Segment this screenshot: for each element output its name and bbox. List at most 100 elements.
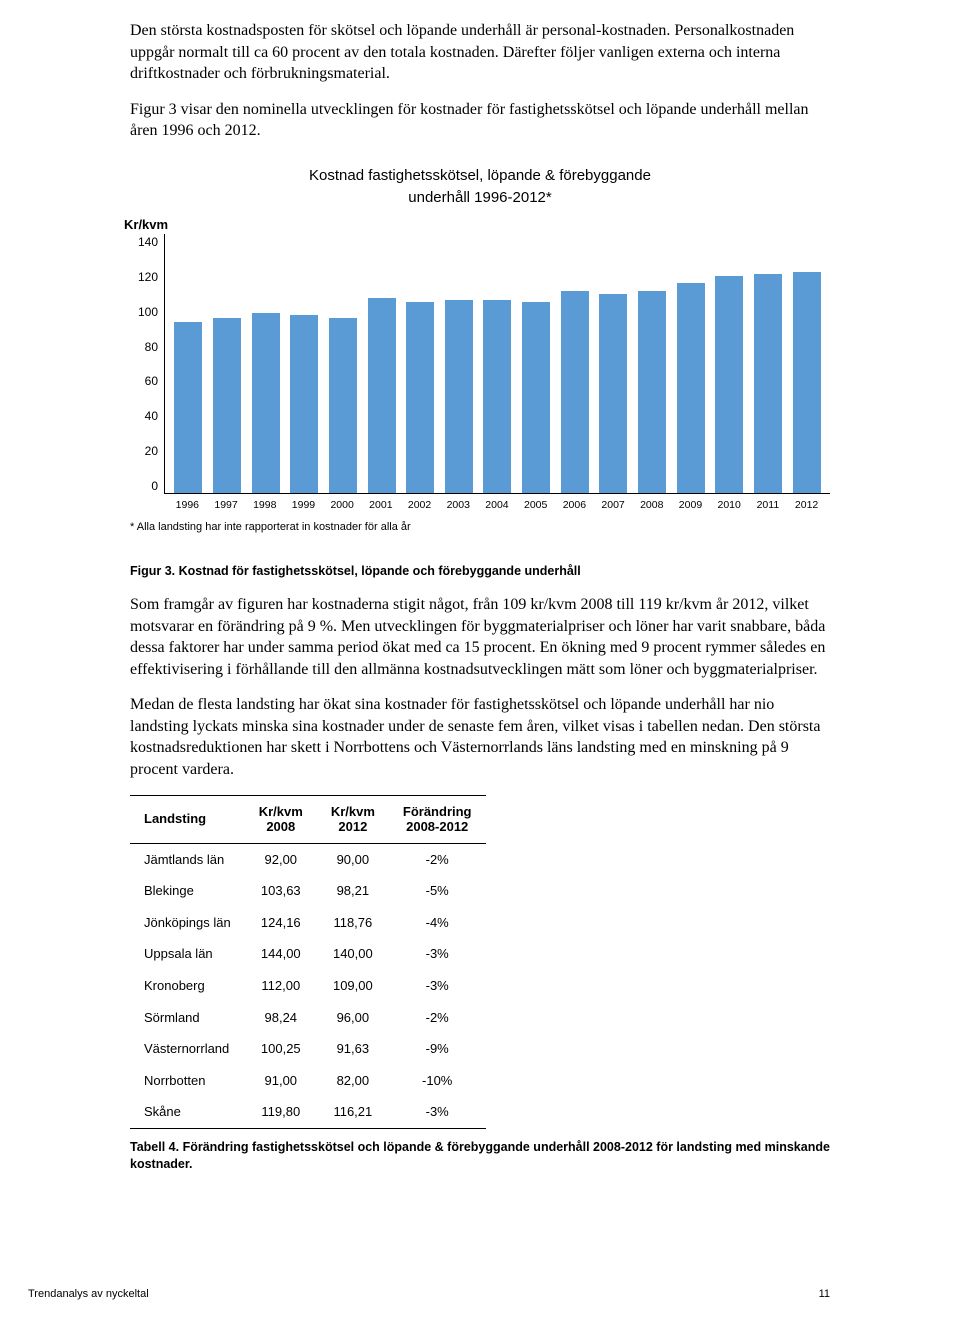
bar [483,300,511,493]
th-2008: Kr/kvm2008 [245,795,317,843]
table-cell: -2% [389,1002,486,1034]
table-cell: Skåne [130,1096,245,1128]
table-row: Uppsala län144,00140,00-3% [130,938,486,970]
table-row: Västernorrland100,2591,63-9% [130,1033,486,1065]
x-tick: 2009 [676,498,704,512]
y-axis-label: Kr/kvm [124,216,164,234]
table-row: Skåne119,80116,21-3% [130,1096,486,1128]
x-tick: 1997 [212,498,240,512]
bar [561,291,589,493]
y-tick: 80 [145,339,158,355]
th-landsting: Landsting [130,795,245,843]
table-cell: 91,00 [245,1065,317,1097]
table-cell: 144,00 [245,938,317,970]
table-cell: -3% [389,1096,486,1128]
x-tick: 1996 [173,498,201,512]
y-tick: 120 [138,269,158,285]
table-cell: -3% [389,938,486,970]
chart-plot-wrap: 140 120 100 80 60 40 20 0 [130,234,830,494]
x-tick: 2011 [754,498,782,512]
bar [677,283,705,493]
table-cell: 124,16 [245,907,317,939]
table-body: Jämtlands län92,0090,00-2%Blekinge103,63… [130,843,486,1128]
table-row: Jönköpings län124,16118,76-4% [130,907,486,939]
table-cell: 98,24 [245,1002,317,1034]
x-tick: 2010 [715,498,743,512]
x-tick: 2007 [599,498,627,512]
bar [599,294,627,493]
y-tick: 100 [138,304,158,320]
bar [522,302,550,493]
x-tick: 2004 [483,498,511,512]
y-tick: 40 [145,408,158,424]
footer-right: 11 [819,1287,830,1302]
table-cell: 90,00 [317,843,389,875]
table-header-row: Landsting Kr/kvm2008 Kr/kvm2012 Förändri… [130,795,486,843]
bar [368,298,396,493]
table-row: Jämtlands län92,0090,00-2% [130,843,486,875]
table-cell: 116,21 [317,1096,389,1128]
table-cell: -5% [389,875,486,907]
chart-title-line1: Kostnad fastighetsskötsel, löpande & för… [130,166,830,186]
bar [445,300,473,493]
x-tick: 2008 [638,498,666,512]
bar [793,272,821,493]
y-tick: 0 [151,478,158,494]
cost-table: Landsting Kr/kvm2008 Kr/kvm2012 Förändri… [130,795,486,1129]
paragraph-1: Den största kostnadsposten för skötsel o… [130,20,830,85]
table-row: Sörmland98,2496,00-2% [130,1002,486,1034]
table-cell: Blekinge [130,875,245,907]
table-cell: -10% [389,1065,486,1097]
bar [406,302,434,493]
paragraph-2: Figur 3 visar den nominella utvecklingen… [130,99,830,142]
x-tick: 2001 [367,498,395,512]
bar [213,318,241,493]
bar [290,315,318,493]
bar [715,276,743,493]
x-tick: 2012 [793,498,821,512]
table-cell: 118,76 [317,907,389,939]
x-tick: 1998 [251,498,279,512]
th-2012: Kr/kvm2012 [317,795,389,843]
figure-caption: Figur 3. Kostnad för fastighetsskötsel, … [130,563,830,580]
table-cell: Sörmland [130,1002,245,1034]
table-cell: 140,00 [317,938,389,970]
table-cell: 92,00 [245,843,317,875]
table-cell: Kronoberg [130,970,245,1002]
paragraph-4: Medan de flesta landsting har ökat sina … [130,694,830,780]
chart-footnote: * Alla landsting har inte rapporterat in… [130,520,830,535]
page: Den största kostnadsposten för skötsel o… [0,0,960,1318]
bar-chart: Kostnad fastighetsskötsel, löpande & för… [130,166,830,535]
table-cell: 112,00 [245,970,317,1002]
bars-container [165,234,830,493]
y-tick: 20 [145,443,158,459]
table-cell: -9% [389,1033,486,1065]
table-cell: 96,00 [317,1002,389,1034]
table-cell: Norrbotten [130,1065,245,1097]
x-tick: 2002 [406,498,434,512]
th-change: Förändring2008-2012 [389,795,486,843]
y-tick: 140 [138,234,158,250]
x-tick: 1999 [289,498,317,512]
chart-title-line2: underhåll 1996-2012* [130,188,830,208]
table-cell: 82,00 [317,1065,389,1097]
bar [754,274,782,493]
x-tick: 2006 [560,498,588,512]
y-axis-ticks: 140 120 100 80 60 40 20 0 [130,234,164,494]
x-axis-ticks: 1996199719981999200020012002200320042005… [164,494,830,512]
y-tick: 60 [145,373,158,389]
table-row: Kronoberg112,00109,00-3% [130,970,486,1002]
table-caption: Tabell 4. Förändring fastighetsskötsel o… [130,1139,830,1173]
table-cell: Jämtlands län [130,843,245,875]
footer-left: Trendanalys av nyckeltal [28,1287,149,1302]
plot-area [164,234,830,494]
table-cell: 103,63 [245,875,317,907]
x-tick: 2005 [522,498,550,512]
table-cell: 91,63 [317,1033,389,1065]
x-tick: 2003 [444,498,472,512]
paragraph-3: Som framgår av figuren har kostnaderna s… [130,594,830,680]
table-cell: -4% [389,907,486,939]
table-cell: Västernorrland [130,1033,245,1065]
table-cell: 119,80 [245,1096,317,1128]
table-cell: Jönköpings län [130,907,245,939]
